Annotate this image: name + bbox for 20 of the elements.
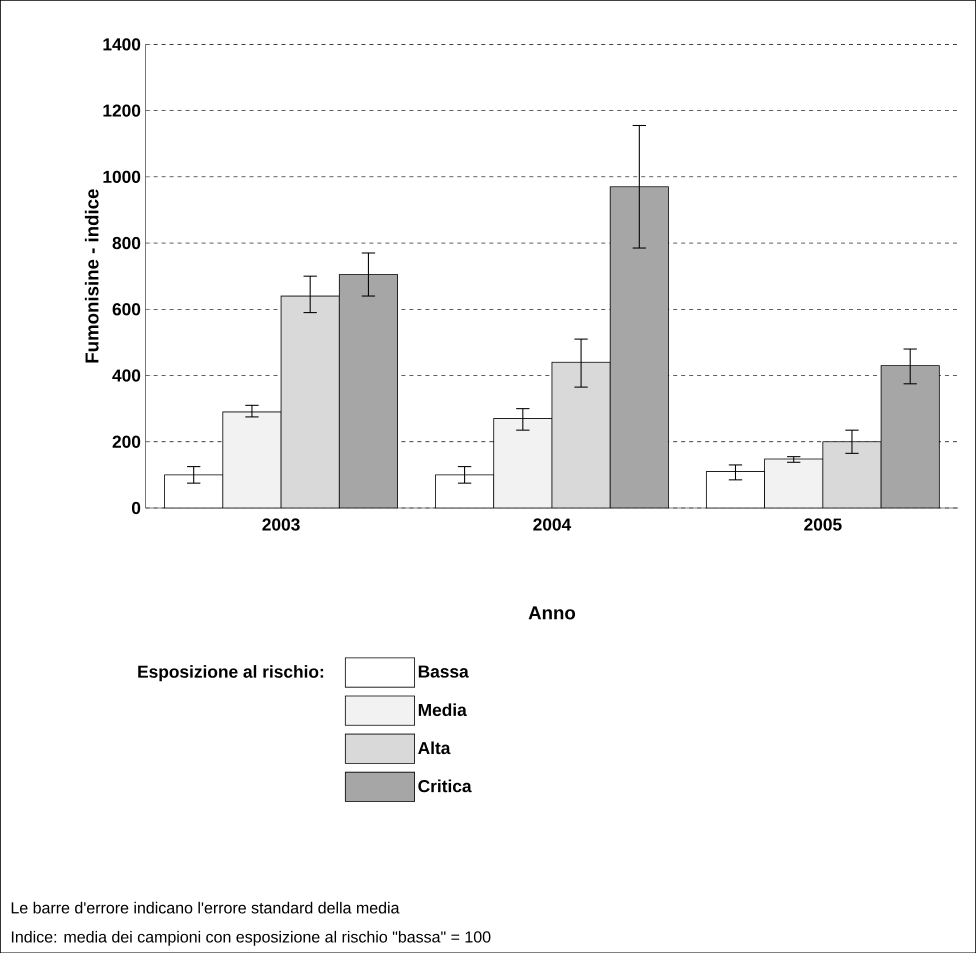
- text: Indice: media dei campioni con esposizione al rischio "bassa" = 100: [12, 930, 490, 946]
- x-tick-label: 2005: [804, 518, 842, 530]
- legend-title: Esposizione al rischio:: [138, 664, 324, 682]
- y-tick-label: 400: [112, 369, 140, 382]
- x-tick-label: 2003: [262, 518, 300, 530]
- legend-label: Bassa: [418, 665, 469, 678]
- y-tick-label: 200: [112, 435, 140, 448]
- x-tick-label: 2004: [533, 518, 572, 530]
- y-tick-label: 1400: [103, 38, 140, 50]
- y-tick-label: 1000: [103, 170, 140, 183]
- y-tick-label: 1200: [103, 104, 140, 117]
- y-tick-label: 600: [112, 302, 140, 316]
- text: Le barre d'errore indicano l'errore standard della media: [12, 902, 400, 914]
- legend-label: Media: [418, 703, 467, 716]
- x-axis-title: Anno: [528, 606, 576, 620]
- y-tick-label: 0: [132, 502, 140, 514]
- legend-label: Alta: [418, 741, 450, 754]
- y-tick-label: 800: [112, 236, 140, 250]
- legend-label: Critica: [418, 779, 472, 792]
- y-axis-title: Fumonisine - indice: [84, 189, 99, 362]
